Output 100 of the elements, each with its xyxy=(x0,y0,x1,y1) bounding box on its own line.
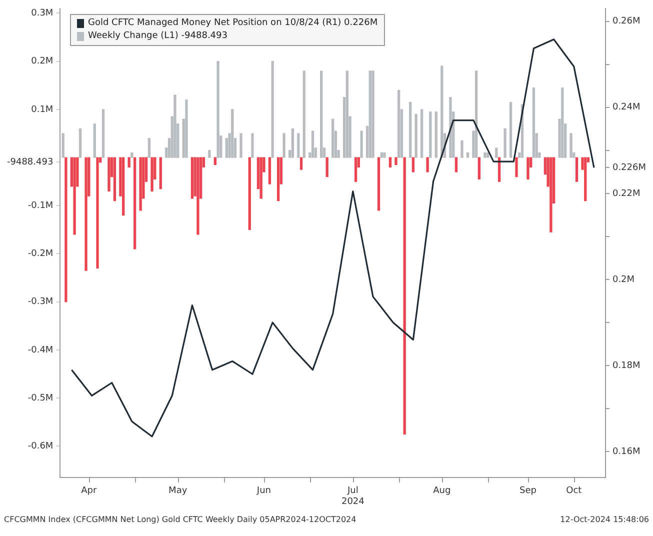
bar xyxy=(394,157,398,166)
bar xyxy=(96,157,99,268)
bar xyxy=(412,157,415,172)
bar xyxy=(78,128,82,158)
bar xyxy=(174,94,176,158)
y2-tick-label: 0.26M xyxy=(612,16,640,27)
bar xyxy=(449,97,452,158)
bar xyxy=(231,109,234,158)
y-tick-label: -0.6M xyxy=(28,441,54,452)
bar xyxy=(320,70,323,158)
bar xyxy=(302,70,306,158)
x-tick-label: May xyxy=(168,486,188,496)
y2-tick-label: 0.2M xyxy=(612,274,635,285)
bar xyxy=(380,152,383,158)
y2-tick-label: 0.22M xyxy=(612,188,640,199)
y-tick-label: 0.3M xyxy=(31,8,54,19)
bar xyxy=(326,157,328,178)
bar xyxy=(190,157,194,199)
bar xyxy=(368,70,372,158)
text: 12-Oct-2024 15:48:06 xyxy=(560,515,649,524)
bar xyxy=(474,70,478,158)
bar xyxy=(139,157,142,211)
bar xyxy=(486,152,490,158)
x-tick-label: Jun xyxy=(256,486,271,496)
bar xyxy=(354,157,358,182)
bar xyxy=(434,111,438,158)
x-tick-label: Sep xyxy=(520,486,537,496)
y2-tick-label: 0.24M xyxy=(612,102,640,113)
bar xyxy=(454,157,458,172)
bar xyxy=(128,157,130,168)
bar xyxy=(260,157,262,199)
y-tick-label: -0.3M xyxy=(28,297,54,308)
bar xyxy=(208,150,211,158)
bar xyxy=(426,157,429,172)
x-tick-label: Apr xyxy=(81,486,97,496)
bar xyxy=(383,152,386,158)
bar xyxy=(478,157,481,180)
bar xyxy=(271,60,274,158)
bar xyxy=(64,157,68,302)
bar xyxy=(73,157,76,235)
bar xyxy=(297,133,300,158)
legend-label: Weekly Change (L1) -9488.493 xyxy=(88,30,228,43)
bar xyxy=(504,128,506,158)
bar xyxy=(62,133,64,158)
bar xyxy=(311,130,314,158)
bar xyxy=(408,102,412,158)
bar xyxy=(214,157,216,166)
y-tick-label: -9488.493 xyxy=(6,157,54,168)
bar xyxy=(113,157,116,202)
y-tick-label: -0.5M xyxy=(28,393,54,404)
bar xyxy=(460,140,464,158)
x-tick-label: Oct xyxy=(566,486,582,496)
bar xyxy=(159,157,162,190)
bar xyxy=(346,70,349,158)
bar xyxy=(216,60,220,158)
bar xyxy=(185,99,188,158)
bar xyxy=(93,124,96,158)
bar xyxy=(291,128,294,158)
bar xyxy=(440,66,444,158)
y-tick-label: -0.4M xyxy=(28,345,54,356)
bar xyxy=(515,157,518,178)
y-tick-label: -0.1M xyxy=(28,200,54,211)
bar xyxy=(102,109,105,158)
bar xyxy=(300,157,303,170)
bar xyxy=(575,157,578,182)
y-tick-label: 0.2M xyxy=(31,56,54,67)
bar xyxy=(372,70,374,158)
bar xyxy=(282,133,286,158)
bar xyxy=(130,152,134,158)
bar xyxy=(495,148,498,158)
bar xyxy=(466,152,470,158)
bar xyxy=(414,114,418,158)
bar xyxy=(550,157,552,232)
bar xyxy=(526,157,530,180)
bar xyxy=(148,138,150,158)
bar xyxy=(561,87,564,158)
y2-tick-label: 0.16M xyxy=(612,446,640,457)
bar xyxy=(377,157,380,211)
y-tick-label: -0.2M xyxy=(28,249,54,260)
bar xyxy=(403,157,406,434)
y2-tick-label: 0.18M xyxy=(612,360,640,371)
bar xyxy=(332,118,334,158)
bar xyxy=(240,133,242,158)
y-tick-label: 0.1M xyxy=(31,104,54,115)
bar xyxy=(133,157,136,250)
y2-tick-label: 0.226M xyxy=(612,162,646,173)
bar xyxy=(484,152,486,158)
bar xyxy=(196,157,200,235)
bar xyxy=(268,157,272,184)
bar xyxy=(532,87,536,158)
bar xyxy=(570,133,572,158)
x-tick-label: Aug xyxy=(433,486,451,496)
bar xyxy=(251,133,254,158)
legend-label: Gold CFTC Managed Money Net Position on 10/8/24 (R1) 0.226M xyxy=(88,17,378,30)
bar xyxy=(584,157,587,202)
bar xyxy=(108,157,110,192)
bar xyxy=(84,157,88,271)
text: CFCGMMN Index (CFCGMMN Net Long) Gold CFTC Weekly Daily 05APR2024-12OCT2024 xyxy=(4,515,356,524)
bar xyxy=(388,157,392,168)
bar xyxy=(398,90,400,158)
